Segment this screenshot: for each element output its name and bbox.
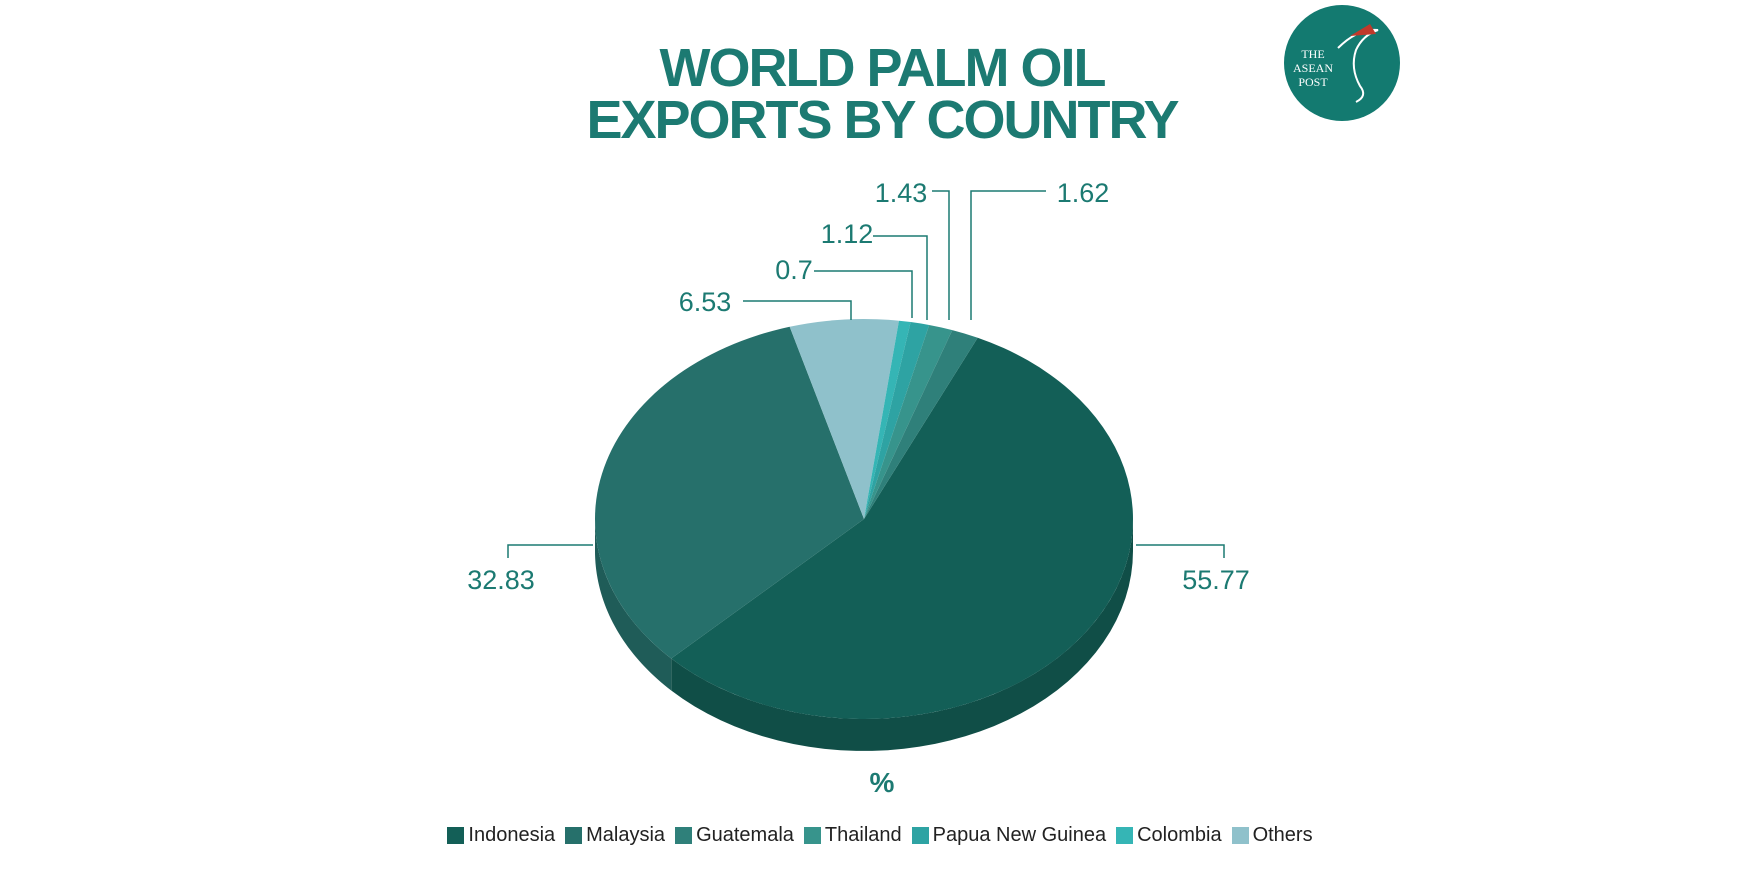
leader-line	[743, 300, 852, 320]
data-label: 32.83	[467, 565, 535, 595]
data-label: 55.77	[1182, 565, 1250, 595]
legend-label: Others	[1252, 824, 1313, 846]
chart-title: WORLD PALM OIL	[660, 38, 1106, 98]
legend-swatch	[1231, 827, 1249, 844]
legend-swatch	[803, 827, 821, 844]
legend-label: Indonesia	[468, 824, 556, 846]
legend-item: Colombia	[1116, 824, 1222, 847]
chart: WORLD PALM OIL EXPORTS BY COUNTRY % THE …	[467, 5, 1400, 798]
chart-title: EXPORTS BY COUNTRY	[586, 90, 1179, 150]
legend: Indonesia Malaysia Guatemala Thailand Papua …	[0, 824, 1760, 847]
legend-swatch	[565, 827, 583, 844]
legend-label: Malaysia	[586, 824, 666, 846]
legend-swatch	[911, 827, 929, 844]
legend-item: Malaysia	[565, 824, 665, 847]
slice	[789, 319, 899, 519]
slice	[671, 337, 1133, 719]
legend-label: Guatemala	[696, 824, 794, 846]
legend-swatch	[1116, 827, 1134, 844]
leader-line	[507, 544, 593, 558]
legend-item: Papua New Guinea	[911, 824, 1107, 847]
legend-label: Colombia	[1137, 824, 1222, 846]
legend-swatch	[447, 827, 465, 844]
slice	[864, 330, 978, 519]
data-label: 1.43	[875, 178, 928, 208]
legend-item: Indonesia	[447, 824, 555, 847]
leader-line	[970, 190, 1046, 320]
slice	[864, 322, 930, 519]
slice	[864, 324, 953, 519]
data-label: 6.53	[679, 287, 732, 317]
legend-label: Papua New Guinea	[932, 824, 1107, 846]
logo-wing	[1350, 24, 1376, 36]
legend-item: Guatemala	[675, 824, 794, 847]
logo: THE ASEAN POST	[1284, 5, 1400, 121]
legend-swatch	[675, 827, 693, 844]
slice	[595, 326, 864, 659]
logo-text: POST	[1298, 75, 1328, 89]
slice-side	[595, 519, 672, 691]
legend-label: Thailand	[824, 824, 902, 846]
logo-text: THE	[1301, 47, 1324, 61]
leader-line	[1136, 544, 1225, 558]
leader-line	[932, 190, 950, 320]
data-label: 1.12	[821, 219, 874, 249]
logo-text: ASEAN	[1293, 61, 1333, 75]
data-label: 1.62	[1057, 178, 1110, 208]
slice	[864, 320, 911, 519]
legend-item: Others	[1231, 824, 1313, 847]
legend-item: Thailand	[803, 824, 902, 847]
slice-side	[671, 519, 1133, 751]
leader-line	[873, 235, 928, 320]
leader-line	[814, 270, 913, 318]
data-label: 0.7	[775, 255, 813, 285]
unit-label: %	[870, 767, 895, 798]
